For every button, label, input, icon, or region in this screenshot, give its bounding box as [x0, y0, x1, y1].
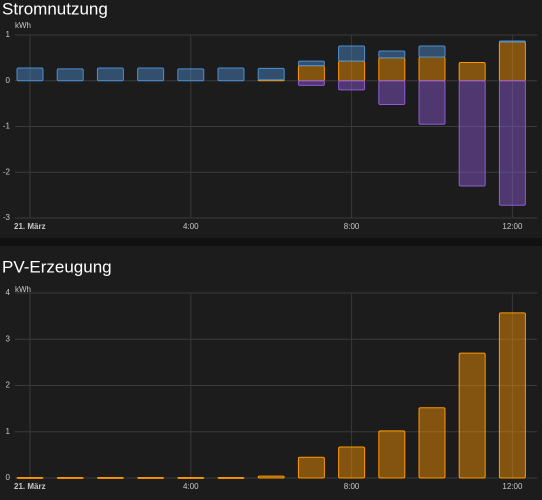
x-tick-label: 12:00	[502, 222, 523, 231]
bar	[297, 80, 325, 86]
bar	[498, 312, 526, 479]
y-axis-unit: kWh	[15, 285, 31, 294]
x-tick-label: 4:00	[183, 482, 199, 491]
bar	[338, 446, 366, 479]
card	[0, 0, 542, 238]
bar	[338, 45, 366, 62]
bar	[297, 65, 325, 82]
bar	[378, 57, 406, 82]
bar	[458, 352, 486, 479]
bar	[418, 80, 446, 125]
x-tick-label: 8:00	[344, 222, 360, 231]
chart-title: PV-Erzeugung	[2, 257, 112, 276]
bar	[56, 68, 84, 82]
card	[0, 246, 542, 500]
y-tick-label: 1	[6, 427, 11, 436]
bar	[16, 67, 44, 82]
bar	[257, 475, 285, 479]
y-tick-label: 3	[6, 334, 11, 343]
bar	[418, 407, 446, 479]
bar	[498, 80, 526, 206]
y-tick-label: 0	[6, 76, 11, 85]
bar	[217, 67, 245, 82]
y-tick-label: 0	[6, 473, 11, 482]
y-tick-label: -2	[3, 167, 11, 176]
bar	[378, 430, 406, 479]
y-tick-label: -3	[3, 213, 11, 222]
y-tick-label: -1	[3, 122, 11, 131]
bar	[297, 456, 325, 479]
y-axis-unit: kWh	[15, 21, 31, 30]
y-tick-label: 4	[6, 288, 11, 297]
bar	[96, 67, 124, 82]
x-tick-label: 21. März	[14, 482, 46, 491]
bar	[418, 56, 446, 82]
bar	[137, 67, 165, 82]
bar	[338, 60, 366, 82]
bar	[378, 80, 406, 106]
y-tick-label: 1	[6, 30, 11, 39]
bar	[257, 67, 285, 81]
chart-title: Stromnutzung	[2, 0, 108, 18]
bar	[338, 80, 366, 91]
bar	[96, 477, 124, 479]
y-tick-label: 2	[6, 381, 11, 390]
bar	[458, 80, 486, 187]
x-tick-label: 21. März	[14, 222, 46, 231]
bar	[498, 40, 526, 43]
bar	[418, 45, 446, 58]
x-tick-label: 12:00	[502, 482, 523, 491]
x-tick-label: 4:00	[183, 222, 199, 231]
bar	[56, 477, 84, 479]
bar	[217, 477, 245, 479]
bar	[177, 68, 205, 82]
x-tick-label: 8:00	[344, 482, 360, 491]
bar	[458, 61, 486, 82]
bar	[177, 477, 205, 479]
bar	[137, 477, 165, 479]
bar	[378, 50, 406, 59]
bar	[498, 41, 526, 82]
bar	[16, 477, 44, 479]
bar	[297, 60, 325, 67]
